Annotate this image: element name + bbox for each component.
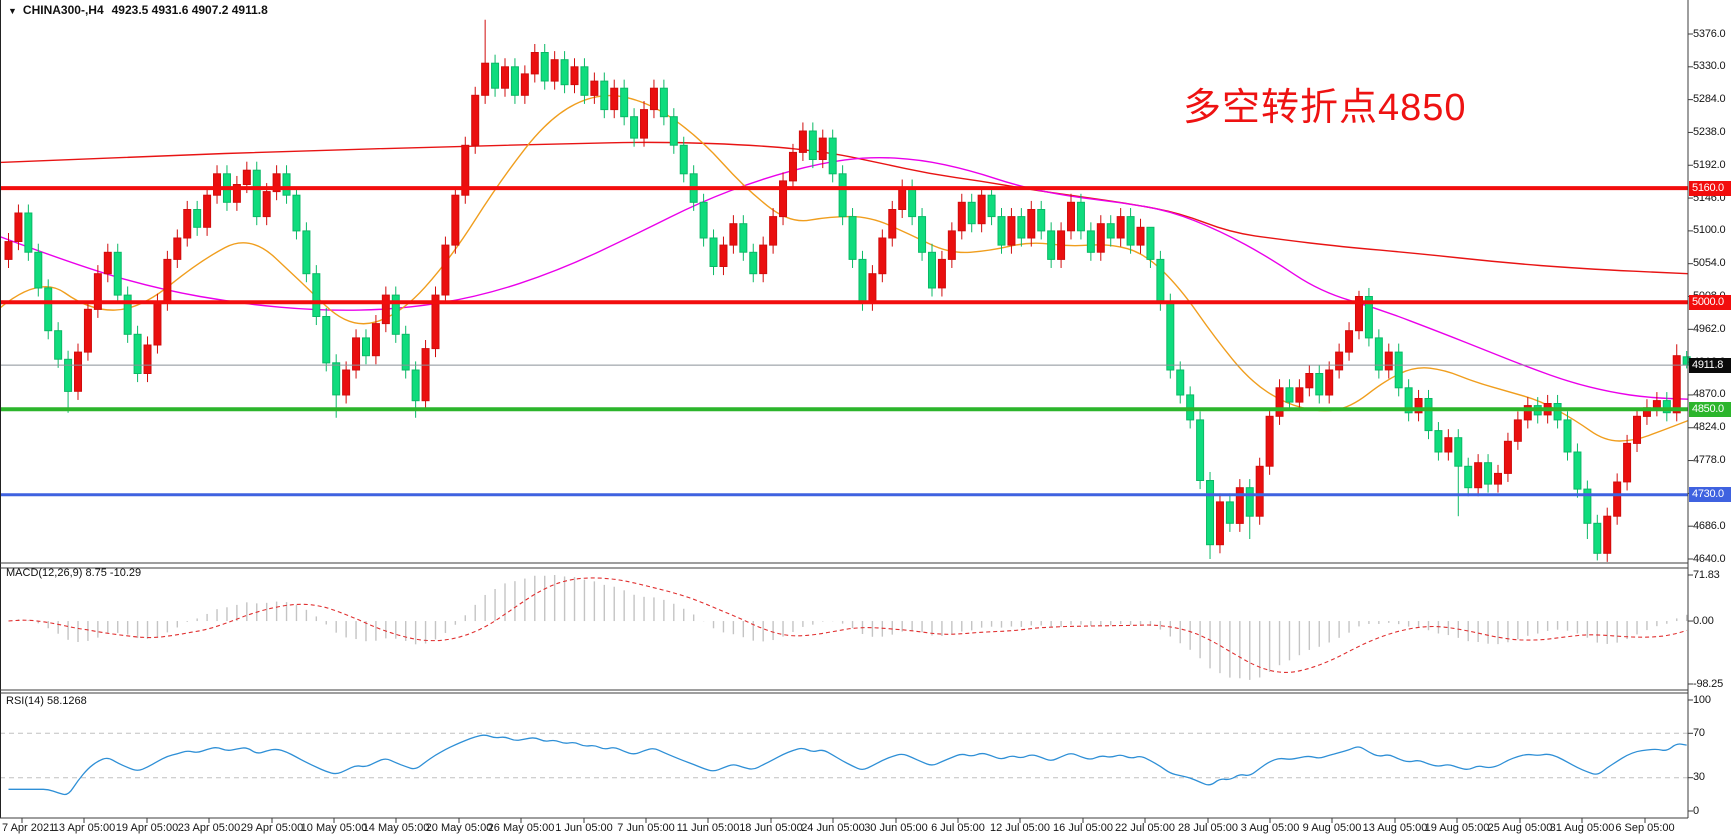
- rsi-axis-label: 0: [1693, 804, 1699, 817]
- rsi-axis-label: 70: [1693, 726, 1705, 739]
- price-axis-label: 5100.0: [1693, 224, 1726, 237]
- chart-title: ▼ CHINA300-,H4 4923.5 4931.6 4907.2 4911.8: [8, 3, 268, 17]
- price-badge-5000.0: 5000.0: [1689, 294, 1731, 310]
- time-axis-label: 16 Jul 05:00: [1053, 822, 1113, 834]
- annotation-text: 多空转折点4850: [1183, 87, 1467, 129]
- price-axis-label: 5376.0: [1693, 27, 1726, 40]
- time-axis-label: 6 Jul 05:00: [931, 822, 985, 834]
- rsi-axis-label: 100: [1693, 693, 1711, 706]
- time-axis-label: 25 Aug 05:00: [1487, 822, 1553, 834]
- time-axis-label: 13 Apr 05:00: [52, 822, 116, 834]
- price-axis-label: 5330.0: [1693, 60, 1726, 73]
- time-axis-label: 3 Aug 05:00: [1240, 822, 1300, 834]
- rsi-panel-area[interactable]: [0, 693, 1688, 818]
- time-axis-label: 20 May 05:00: [425, 822, 493, 834]
- price-axis-label: 4870.0: [1693, 388, 1726, 401]
- price-axis-label: 4686.0: [1693, 519, 1726, 532]
- macd-indicator-label: MACD(12,26,9) 8.75 -10.29: [6, 567, 142, 579]
- price-axis-label: 5238.0: [1693, 125, 1726, 138]
- price-badge-5160.0: 5160.0: [1689, 180, 1731, 196]
- price-axis-label: 5192.0: [1693, 158, 1726, 171]
- price-axis-label: 4824.0: [1693, 421, 1726, 434]
- time-axis-label: 13 Aug 05:00: [1362, 822, 1428, 834]
- time-axis-label: 28 Jul 05:00: [1178, 822, 1238, 834]
- price-badge-4730.0: 4730.0: [1689, 487, 1731, 503]
- price-axis-label: 4962.0: [1693, 322, 1726, 335]
- price-axis-label: 4640.0: [1693, 552, 1726, 565]
- price-badge-4911.8: 4911.8: [1689, 357, 1731, 373]
- time-axis-label: 22 Jul 05:00: [1115, 822, 1175, 834]
- time-axis-label: 9 Aug 05:00: [1302, 822, 1362, 834]
- macd-axis-label: 0.00: [1693, 614, 1714, 627]
- time-axis-label: 14 May 05:00: [362, 822, 430, 834]
- price-axis-label: 5284.0: [1693, 93, 1726, 106]
- price-axis-label: 4778.0: [1693, 454, 1726, 467]
- price-axis-label: 5054.0: [1693, 257, 1726, 270]
- price-badge-4850.0: 4850.0: [1689, 401, 1731, 417]
- rsi-axis-label: 30: [1693, 771, 1705, 784]
- time-axis-label: 7 Apr 2021: [2, 822, 56, 834]
- macd-axis-label: 71.83: [1693, 568, 1720, 581]
- time-axis-label: 1 Jun 05:00: [555, 822, 613, 834]
- macd-axis-label: -98.25: [1693, 677, 1723, 690]
- time-axis-label: 11 Jun 05:00: [676, 822, 740, 834]
- time-axis-label: 31 Aug 05:00: [1549, 822, 1615, 834]
- time-axis-label: 30 Jun 05:00: [864, 822, 928, 834]
- time-axis-label: 18 Jun 05:00: [739, 822, 803, 834]
- macd-panel-area[interactable]: [0, 568, 1688, 690]
- time-axis-label: 29 Apr 05:00: [240, 822, 304, 834]
- ohlc-values: 4923.5 4931.6 4907.2 4911.8: [111, 3, 268, 17]
- time-axis-label: 19 Apr 05:00: [115, 822, 179, 834]
- time-axis-label: 10 May 05:00: [300, 822, 368, 834]
- rsi-indicator-label: RSI(14) 58.1268: [6, 695, 87, 707]
- time-axis-label: 6 Sep 05:00: [1615, 822, 1675, 834]
- time-axis-label: 7 Jun 05:00: [617, 822, 675, 834]
- symbol-period-label: CHINA300-,H4: [22, 3, 104, 17]
- symbol-dropdown-icon[interactable]: ▼: [8, 6, 17, 16]
- time-axis-label: 19 Aug 05:00: [1424, 822, 1490, 834]
- time-axis-label: 26 May 05:00: [487, 822, 555, 834]
- time-axis-label: 23 Apr 05:00: [177, 822, 241, 834]
- time-axis-label: 24 Jun 05:00: [801, 822, 865, 834]
- time-axis-label: 12 Jul 05:00: [990, 822, 1050, 834]
